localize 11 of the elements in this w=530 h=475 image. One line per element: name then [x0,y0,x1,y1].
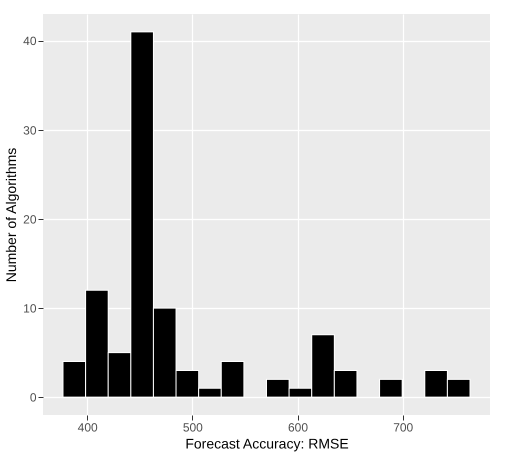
x-tick-label: 400 [78,420,98,434]
x-tick-label: 500 [182,420,204,434]
x-tick-label: 600 [288,420,308,434]
y-axis-title: Number of Algorithms [3,148,20,282]
y-tick-label: 0 [30,390,37,405]
y-tick-label: 40 [23,34,37,48]
y-tick-label: 10 [23,302,37,316]
y-tick-label: 30 [23,123,37,138]
y-tick-label: 20 [23,212,37,226]
x-tick-label: 700 [393,420,414,434]
x-axis-title: Forecast Accuracy: RMSE [185,436,349,452]
